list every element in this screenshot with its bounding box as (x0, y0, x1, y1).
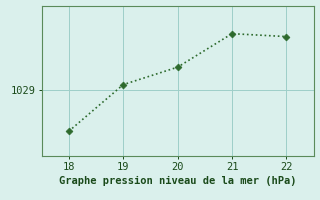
X-axis label: Graphe pression niveau de la mer (hPa): Graphe pression niveau de la mer (hPa) (59, 176, 296, 186)
